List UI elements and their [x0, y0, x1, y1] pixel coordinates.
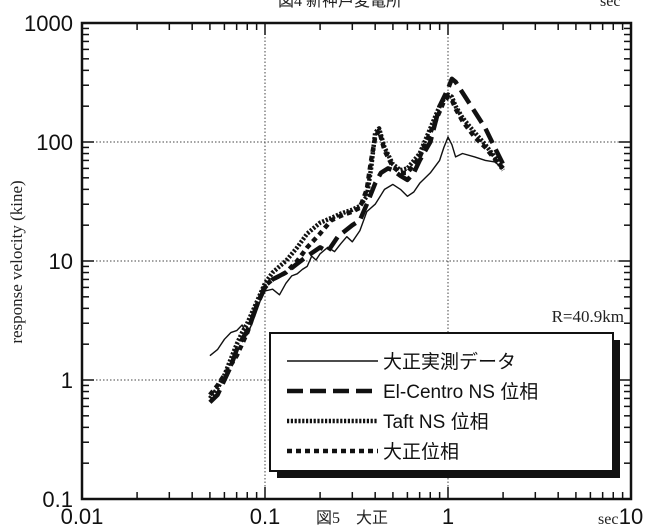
x-tick-labels: 0.01 0.1 1 10	[61, 504, 644, 529]
distance-annotation: R=40.9km	[552, 307, 624, 326]
legend-box	[269, 332, 614, 472]
y-tick-label: 1	[61, 368, 73, 393]
series-line-2	[208, 76, 506, 404]
series-line-4	[208, 94, 505, 397]
y-tick-label: 10	[49, 249, 73, 274]
axis-ticks	[81, 23, 631, 500]
top-corner-unit: sec	[600, 0, 620, 10]
y-tick-labels: 0.1 1 10 100 1000	[24, 11, 73, 512]
x-tick-label: 10	[619, 504, 643, 529]
y-tick-label: 1000	[24, 11, 73, 36]
data-series	[208, 76, 506, 404]
bottom-caption: 図5 大正	[316, 509, 388, 527]
y-tick-label: 100	[36, 130, 73, 155]
legend-label: Taft NS 位相	[383, 411, 489, 433]
bottom-unit: sec	[598, 511, 618, 528]
legend-label: 大正位相	[383, 441, 459, 463]
x-tick-label: 1	[442, 504, 454, 529]
x-tick-label: 0.1	[250, 504, 281, 529]
y-axis-label: response velocity (kine)	[7, 180, 26, 343]
series-line-1	[209, 136, 504, 357]
y-tick-label: 0.1	[42, 487, 73, 512]
legend-label: El-Centro NS 位相	[383, 381, 538, 403]
top-caption: 図4 新神戸変電所	[278, 0, 402, 10]
legend-label: 大正実測データ	[383, 351, 516, 373]
x-tick-label: 0.01	[61, 504, 104, 529]
